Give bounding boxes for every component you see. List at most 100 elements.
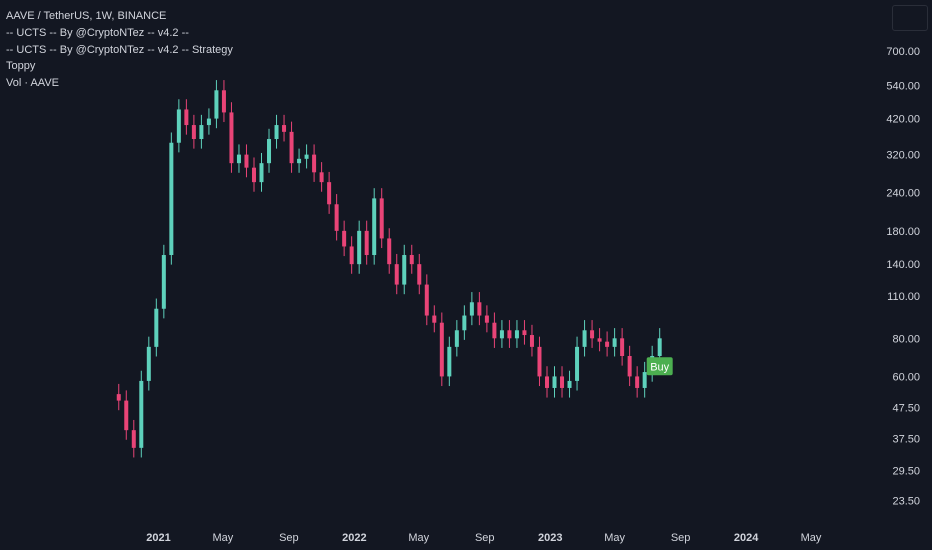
y-tick-label: 240.00 [886,188,920,200]
candle-body [124,400,129,431]
y-tick-label: 47.50 [892,402,920,414]
candle-body [199,125,204,140]
candle-body [274,125,279,140]
legend-indicator-ucts-strategy[interactable]: -- UCTS -- By @CryptoNTez -- v4.2 -- Str… [6,43,233,56]
y-tick-label: 29.50 [892,466,920,478]
y-tick-label: 140.00 [886,259,920,271]
candle-body [357,230,362,265]
candle-body [327,182,332,205]
candle-body [251,167,256,183]
y-tick-label: 60.00 [892,371,920,383]
x-tick-label: May [408,532,429,544]
candle-body [214,90,219,119]
candle-body [447,346,452,377]
candle-body [635,376,640,388]
candle-body [612,338,617,347]
candle-body [417,264,422,285]
candle-body [184,109,189,126]
x-tick-label: 2022 [342,532,366,544]
candle-body [154,308,159,347]
candle-body [334,204,339,231]
candle-body [139,380,144,448]
candle-body [191,125,196,140]
candle-body [590,330,595,339]
y-tick-label: 80.00 [892,333,920,345]
y-tick-label: 110.00 [887,291,920,303]
candle-body [282,125,287,132]
y-tick-label: 37.50 [892,434,920,446]
buy-signal-text: Buy [650,361,669,373]
x-tick-label: May [801,532,822,544]
candle-body [620,338,625,357]
x-tick-label: Sep [671,532,691,544]
candle-body [507,330,512,339]
candle-body [552,376,557,388]
x-tick-label: Sep [475,532,495,544]
candle-body [469,302,474,316]
candle-body [454,330,459,347]
candle-body [146,346,151,381]
candle-body [484,315,489,323]
candle-body [236,154,241,164]
candle-body [229,112,234,164]
candle-body [312,154,317,173]
legend-symbol[interactable]: AAVE / TetherUS, 1W, BINANCE [6,10,167,22]
candle-body [267,139,272,164]
candle-body [657,338,662,357]
candle-body [402,255,407,285]
x-tick-label: 2021 [146,532,170,544]
candle-body [544,376,549,388]
candle-body [221,90,226,113]
candle-body [161,255,166,309]
chart-settings-button[interactable] [892,5,928,31]
candle-body [499,330,504,339]
chart-legend: AAVE / TetherUS, 1W, BINANCE -- UCTS -- … [6,8,233,92]
candle-body [492,322,497,339]
y-tick-label: 180.00 [886,226,920,238]
candle-body [244,154,249,168]
candle-body [259,163,264,183]
x-tick-label: 2023 [538,532,562,544]
x-tick-label: 2024 [734,532,759,544]
candle-body [642,372,647,388]
candle-body [342,230,347,247]
candle-body [116,394,121,401]
candle-body [597,338,602,342]
candle-body [169,142,174,256]
candle-body [432,315,437,323]
legend-indicator-ucts[interactable]: -- UCTS -- By @CryptoNTez -- v4.2 -- [6,26,189,39]
y-tick-label: 420.00 [886,114,920,126]
candle-body [605,341,610,347]
candle-body [567,380,572,388]
candle-body [477,302,482,316]
buy-signal-label [646,357,673,376]
legend-volume[interactable]: Vol · AAVE [6,77,59,90]
candle-body [439,322,444,377]
candle-body [304,154,309,159]
candle-body [372,198,377,256]
y-tick-label: 320.00 [886,150,920,162]
candle-body [627,356,632,377]
candle-body [289,131,294,164]
y-tick-label: 23.50 [892,496,920,508]
candle-body [349,246,354,265]
candle-body [176,109,181,143]
candle-body [394,264,399,285]
x-tick-label: May [604,532,625,544]
candle-body [514,330,519,339]
candle-body [537,346,542,377]
candle-body [529,335,534,347]
legend-indicator-toppy[interactable]: Toppy [6,60,36,73]
candle-body [582,330,587,347]
candle-body [131,430,136,448]
x-tick-label: May [212,532,233,544]
candle-body [575,346,580,381]
candle-body [379,198,384,239]
x-tick-label: Sep [279,532,299,544]
candle-body [409,255,414,265]
y-tick-label: 700.00 [886,46,920,58]
candle-body [560,376,565,388]
candle-body [319,172,324,183]
y-tick-label: 540.00 [886,80,920,92]
